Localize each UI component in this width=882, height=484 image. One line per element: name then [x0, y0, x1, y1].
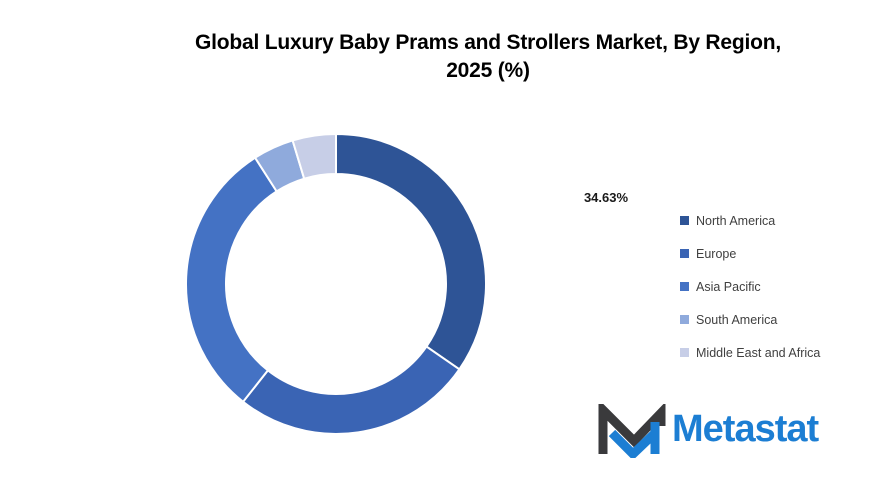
legend-label: North America	[696, 213, 776, 228]
legend-item-europe: Europe	[680, 237, 820, 270]
north-america-share-label: 34.63%	[583, 190, 629, 205]
legend-label: Europe	[696, 246, 737, 261]
donut-segment-middle-east-and-africa	[291, 132, 337, 180]
legend-swatch	[680, 282, 689, 291]
donut-segment-europe	[241, 345, 461, 435]
metastat-logo-text: Metastat	[672, 408, 819, 450]
chart-title-line2: 2025 (%)	[446, 59, 530, 82]
legend-swatch	[680, 216, 689, 225]
legend-item-north-america: North America	[680, 204, 820, 237]
legend-item-middle-east-and-africa: Middle East and Africa	[680, 336, 820, 369]
legend-label: Middle East and Africa	[696, 345, 821, 360]
legend-label: South America	[696, 312, 778, 327]
donut-chart	[185, 132, 487, 435]
donut-segment-asia-pacific	[185, 156, 279, 404]
chart-title-line1: Global Luxury Baby Prams and Strollers M…	[194, 31, 782, 54]
chart-legend: North America Europe Asia Pacific South …	[680, 204, 820, 369]
donut-segment-north-america	[335, 132, 487, 371]
legend-swatch	[680, 348, 689, 357]
legend-label: Asia Pacific	[696, 279, 761, 294]
legend-swatch	[680, 249, 689, 258]
legend-item-asia-pacific: Asia Pacific	[680, 270, 820, 303]
chart-title: Global Luxury Baby Prams and Strollers M…	[94, 29, 882, 85]
metastat-logo: Metastat	[597, 404, 819, 458]
legend-item-south-america: South America	[680, 303, 820, 336]
metastat-logo-mark-icon	[598, 404, 666, 458]
legend-swatch	[680, 315, 689, 324]
